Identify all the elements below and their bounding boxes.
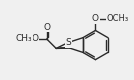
Text: O: O [92, 14, 99, 23]
Text: CH₃: CH₃ [16, 34, 32, 43]
Text: OCH₃: OCH₃ [107, 14, 129, 23]
Text: O: O [31, 34, 38, 43]
Text: S: S [65, 38, 71, 47]
Text: O: O [43, 23, 50, 32]
